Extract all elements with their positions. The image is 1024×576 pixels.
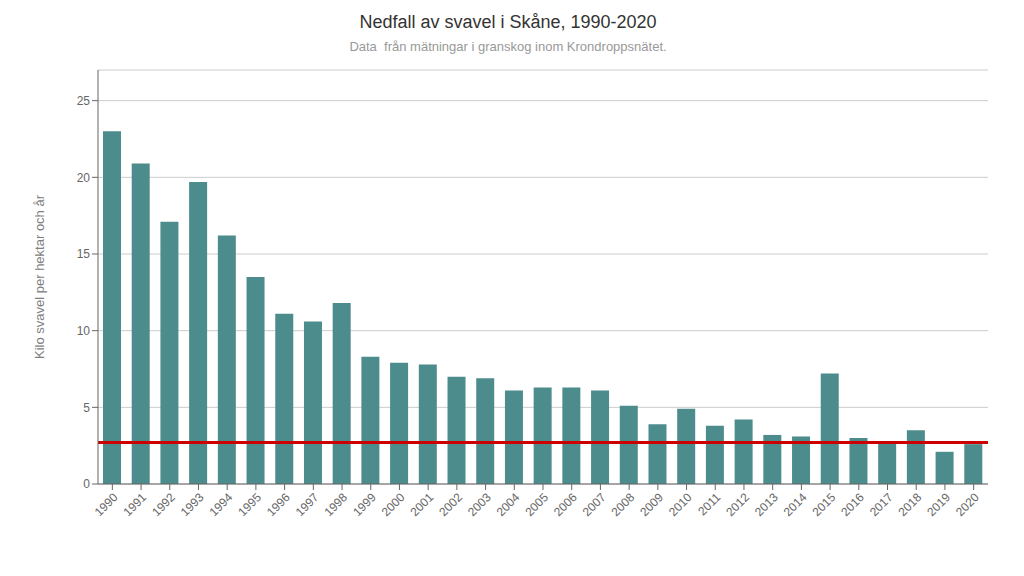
svg-text:Kilo svavel per hektar och år: Kilo svavel per hektar och år: [32, 194, 47, 359]
svg-text:1991: 1991: [120, 490, 149, 519]
svg-text:2007: 2007: [580, 490, 609, 519]
svg-text:2018: 2018: [896, 490, 925, 519]
svg-text:2000: 2000: [379, 490, 408, 519]
svg-text:2011: 2011: [695, 490, 723, 518]
svg-text:1997: 1997: [293, 490, 322, 519]
svg-text:2017: 2017: [867, 490, 896, 519]
svg-text:2016: 2016: [838, 490, 867, 519]
svg-text:1996: 1996: [264, 490, 293, 519]
svg-text:1992: 1992: [149, 490, 178, 519]
svg-text:2001: 2001: [408, 490, 437, 519]
html-text:Nedfall av svavel i Skåne, 199: Nedfall av svavel i Skåne, 1990-2020: [359, 12, 657, 32]
html-text:Data från mätningar i granskog: Data från mätningar i granskog inom Kron…: [349, 39, 667, 54]
svg-text:2002: 2002: [436, 490, 465, 519]
svg-text:1990: 1990: [92, 490, 121, 519]
svg-text:2013: 2013: [752, 490, 781, 519]
svg-text:2006: 2006: [551, 490, 580, 519]
svg-text:20: 20: [77, 171, 91, 185]
svg-text:2005: 2005: [522, 490, 551, 519]
svg-text:1995: 1995: [235, 490, 264, 519]
svg-text:1994: 1994: [207, 490, 236, 519]
svg-text:15: 15: [77, 247, 91, 261]
svg-text:2012: 2012: [723, 490, 752, 519]
svg-text:2009: 2009: [637, 490, 666, 519]
svg-text:1993: 1993: [178, 490, 207, 519]
svg-text:2008: 2008: [608, 490, 637, 519]
svg-text:2015: 2015: [809, 490, 838, 519]
svg-text:2010: 2010: [666, 490, 695, 519]
svg-text:2003: 2003: [465, 490, 494, 519]
svg-text:25: 25: [77, 94, 91, 108]
svg-text:2020: 2020: [953, 490, 982, 519]
svg-text:1998: 1998: [321, 490, 350, 519]
svg-text:2004: 2004: [494, 490, 523, 519]
svg-text:1999: 1999: [350, 490, 379, 519]
svg-text:5: 5: [83, 401, 90, 415]
svg-text:0: 0: [83, 477, 90, 491]
svg-text:2014: 2014: [781, 490, 810, 519]
svg-text:2019: 2019: [924, 490, 953, 519]
svg-text:10: 10: [77, 324, 91, 338]
